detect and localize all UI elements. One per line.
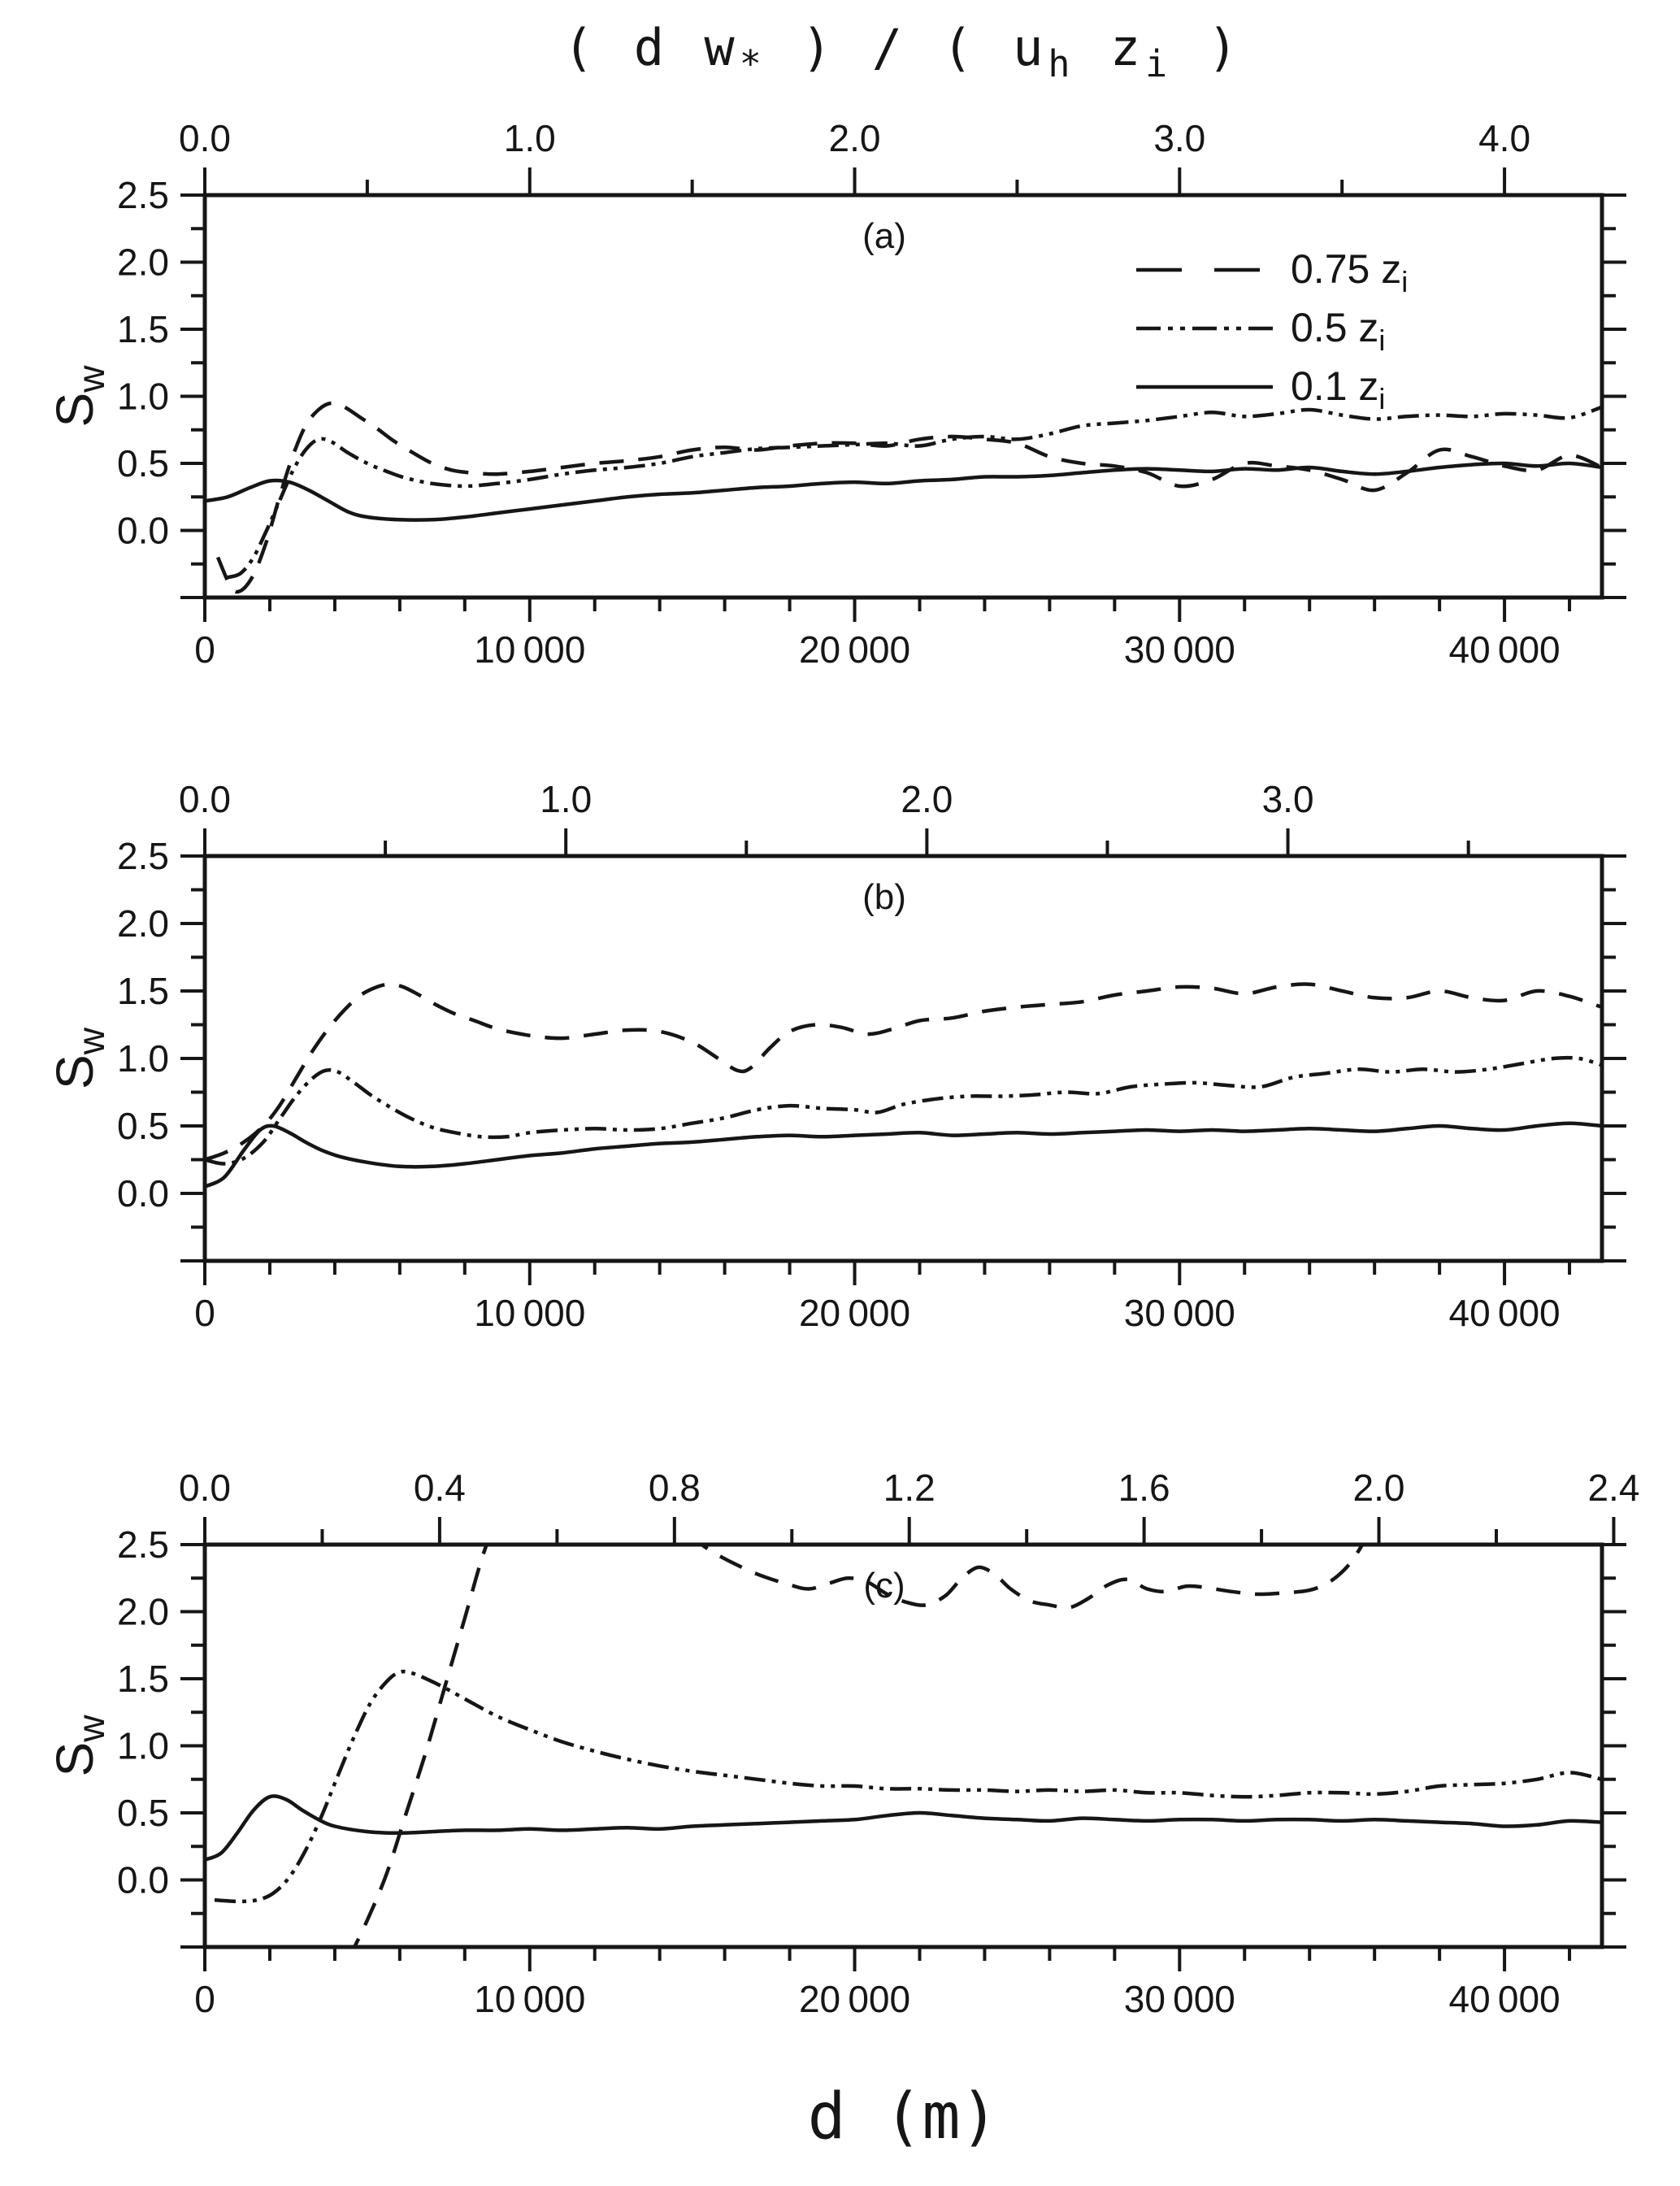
curves-a: [205, 401, 1602, 594]
series-c-solid: [205, 1794, 1602, 1862]
top-tick-label: 2.0: [1353, 1467, 1405, 1509]
y-tick-label: 2.0: [117, 1591, 169, 1633]
figure-title: ( d w* ) / ( uh zi ): [563, 18, 1243, 85]
x-tick-label: 20 000: [799, 628, 910, 671]
series-a-dash-dot-dot: [227, 405, 1602, 580]
top-tick-label: 0.0: [179, 1467, 231, 1509]
x-tick-label: 10 000: [474, 628, 585, 671]
x-tick-label: 20 000: [799, 1292, 910, 1334]
curves-c: [205, 1545, 1602, 1947]
top-tick-label: 3.0: [1153, 117, 1205, 159]
series-b-dash-dot-dot: [205, 1055, 1602, 1166]
y-tick-label: 1.5: [117, 970, 169, 1012]
x-tick-label: 30 000: [1124, 628, 1235, 671]
top-tick-label: 3.0: [1262, 778, 1314, 820]
top-tick-label: 1.2: [883, 1467, 936, 1509]
x-tick-label: 0: [194, 1978, 215, 2020]
x-tick-label: 40 000: [1449, 1978, 1561, 2020]
top-tick-label: 0.0: [179, 778, 231, 820]
series-b-dashed: [205, 982, 1602, 1162]
x-tick-label: 0: [194, 1292, 215, 1334]
x-tick-label: 10 000: [474, 1978, 585, 2020]
y-tick-label: 2.5: [117, 174, 169, 216]
top-tick-label: 0.4: [414, 1467, 466, 1509]
x-tick-label: 30 000: [1124, 1978, 1235, 2020]
y-tick-label: 1.5: [117, 1658, 169, 1700]
x-axis-title: d (m): [808, 2080, 999, 2153]
panel-b: 0 10 000 20 000 30 000 40 000 0.0 1.0 2.0 3.0 0.0…: [46, 778, 1626, 1334]
y-tick-label: 1.0: [117, 1725, 169, 1767]
top-tick-label: 0.0: [179, 117, 231, 159]
y-tick-label: 1.5: [117, 308, 169, 350]
x-tick-label: 10 000: [474, 1292, 585, 1334]
y-axis-title: Sw: [46, 1714, 112, 1777]
series-a-solid: [205, 461, 1602, 522]
legend-entry-label: 0.1 zi: [1291, 363, 1385, 415]
y-tick-label: 0.0: [117, 510, 169, 552]
series-a-dashed: [215, 401, 1602, 594]
curves-b: [205, 982, 1602, 1189]
panel-label-a: (a): [862, 216, 906, 256]
panel-a: 0 10 000 20 000 30 000 40 000 0.0 1.0 2.0 3.0 4.0…: [46, 117, 1626, 671]
x-tick-label: 40 000: [1449, 1292, 1561, 1334]
y-tick-label: 2.0: [117, 902, 169, 945]
x-tick-label: 40 000: [1449, 628, 1561, 671]
top-tick-label: 0.8: [649, 1467, 701, 1509]
series-b-solid: [205, 1121, 1602, 1189]
y-tick-label: 2.0: [117, 241, 169, 284]
top-tick-label: 1.0: [504, 117, 556, 159]
y-axis-title: Sw: [46, 1027, 112, 1089]
top-tick-label: 1.6: [1118, 1467, 1170, 1509]
y-tick-label: 0.5: [117, 1792, 169, 1834]
y-tick-label: 0.0: [117, 1859, 169, 1901]
series-c-dashed: [352, 1545, 1365, 1947]
x-tick-label: 30 000: [1124, 1292, 1235, 1334]
panel-label-b: (b): [862, 877, 906, 917]
y-tick-label: 0.5: [117, 442, 169, 485]
y-tick-label: 0.5: [117, 1105, 169, 1147]
y-tick-label: 1.0: [117, 1037, 169, 1080]
y-tick-label: 1.0: [117, 376, 169, 418]
y-tick-label: 2.5: [117, 835, 169, 877]
top-tick-label: 1.0: [540, 778, 592, 820]
x-tick-label: 0: [194, 628, 215, 671]
top-tick-label: 2.0: [829, 117, 881, 159]
top-tick-label: 4.0: [1478, 117, 1530, 159]
series-c-dash-dot-dot: [214, 1669, 1602, 1904]
top-tick-label: 2.4: [1587, 1467, 1639, 1509]
y-tick-label: 0.0: [117, 1172, 169, 1215]
top-tick-label: 2.0: [901, 778, 953, 820]
y-axis-title: Sw: [46, 365, 112, 428]
x-tick-label: 20 000: [799, 1978, 910, 2020]
legend: 0.75 zi 0.5 zi 0.1 zi: [1136, 246, 1408, 415]
panel-c: 0 10 000 20 000 30 000 40 000 0.0 0.4 0.8 1.2 1.6…: [46, 1467, 1639, 2020]
panel-label-c: (c): [863, 1566, 905, 1606]
legend-entry-label: 0.75 zi: [1291, 246, 1408, 298]
legend-entry-label: 0.5 zi: [1291, 305, 1385, 357]
y-tick-label: 2.5: [117, 1523, 169, 1566]
